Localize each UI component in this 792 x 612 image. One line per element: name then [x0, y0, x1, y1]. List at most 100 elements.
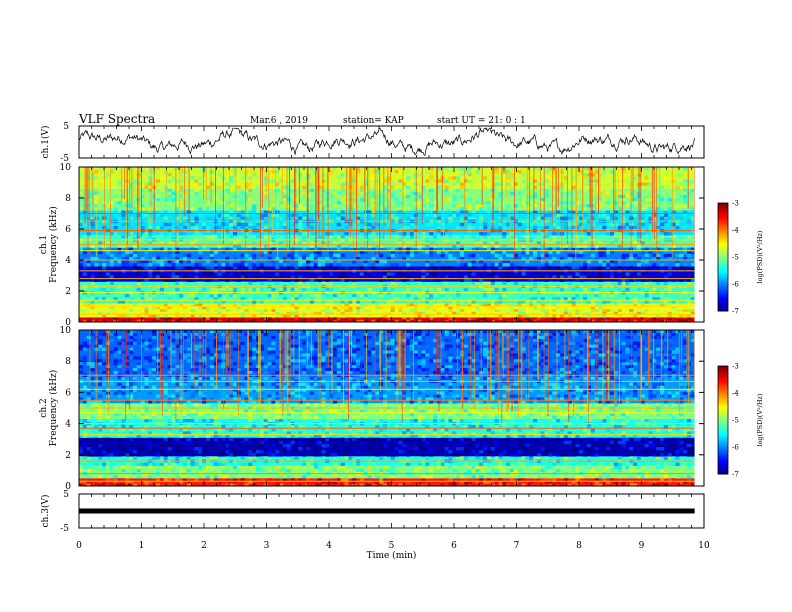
spectrogram-cell — [506, 260, 511, 264]
spectrogram-cell — [356, 256, 361, 261]
spectrogram-cell — [475, 170, 480, 174]
spectrogram-cell — [467, 437, 472, 442]
spectrogram-cell — [648, 201, 653, 205]
spectrogram-cell — [533, 250, 538, 255]
spectrogram-cell — [275, 256, 280, 261]
spectrogram-cell — [467, 311, 472, 315]
y-axis-label: Frequency (kHz) — [48, 206, 59, 283]
spectrogram-cell — [205, 247, 211, 251]
spectrogram-cell — [175, 275, 180, 279]
spectrogram-cell — [302, 244, 307, 248]
spectrogram-cell — [90, 297, 95, 301]
spectrogram-cell — [144, 308, 149, 313]
spectrogram-cell — [563, 210, 568, 214]
spectrogram-cell — [440, 478, 445, 482]
spectrogram-cell — [155, 483, 161, 487]
spectrogram-cell — [198, 306, 203, 310]
spectrogram-cell — [340, 216, 345, 220]
spectrogram-cell — [371, 176, 376, 180]
spectrogram-cell — [329, 260, 334, 264]
spectrogram-cell — [663, 462, 668, 467]
spectrogram-cell — [533, 225, 538, 230]
spectrogram-cell — [544, 225, 549, 230]
spectrogram-cell — [279, 475, 284, 479]
spectrogram-cell — [583, 213, 588, 217]
spectrogram-cell — [171, 198, 176, 202]
spectrogram-cell — [579, 188, 584, 193]
spectrogram-cell — [486, 465, 491, 470]
spectrogram-cell — [425, 483, 430, 487]
spectrogram-cell — [625, 210, 630, 214]
spectrogram-cell — [252, 260, 257, 264]
spectrogram-cell — [667, 256, 672, 261]
spectrogram-cell — [598, 204, 603, 208]
spectrogram-cell — [667, 478, 672, 482]
spectrogram-cell — [675, 207, 680, 211]
spectrogram-cell — [548, 179, 553, 183]
spectrogram-cell — [121, 306, 126, 310]
spectrogram-cell — [594, 272, 599, 276]
spectrogram-cell — [583, 465, 588, 470]
spectrogram-cell — [186, 478, 191, 482]
spectrogram-cell — [155, 468, 161, 473]
spectrogram-cell — [382, 314, 388, 318]
spectrogram-cell — [217, 244, 222, 248]
spectrogram-cell — [598, 260, 603, 264]
spectrogram-cell — [521, 210, 526, 214]
spectrogram-cell — [159, 170, 164, 174]
spectrogram-cell — [267, 278, 272, 282]
spectrogram-cell — [282, 256, 288, 261]
spectrogram-cell — [559, 260, 565, 264]
spectrogram-cell — [675, 319, 680, 323]
spectrogram-cell — [494, 176, 499, 180]
spectrogram-cell — [667, 201, 672, 205]
spectrogram-cell — [382, 483, 388, 487]
spectrogram-cell — [317, 253, 322, 258]
spectrogram-cell — [332, 300, 338, 304]
spectrogram-cell — [506, 182, 511, 186]
spectrogram-cell — [606, 263, 611, 267]
spectrogram-cell — [506, 303, 511, 307]
spectrogram-cell — [394, 287, 399, 292]
spectrogram-cell — [386, 263, 391, 267]
spectrogram-cell — [267, 294, 272, 298]
spectrogram-cell — [456, 225, 461, 230]
spectrogram-cell — [390, 182, 395, 186]
spectrogram-cell — [159, 247, 164, 251]
spectrogram-cell — [379, 308, 384, 313]
spectrogram-cell — [613, 210, 618, 214]
spectrogram-cell — [640, 250, 645, 255]
spectrogram-cell — [486, 468, 491, 473]
spectrogram-cell — [540, 194, 545, 199]
spectrogram-cell — [625, 207, 630, 211]
spectrogram-cell — [286, 241, 291, 245]
spectrogram-cell — [225, 483, 230, 487]
spectrogram-cell — [329, 173, 334, 177]
spectrogram-cell — [552, 287, 557, 292]
spectrogram-cell — [282, 260, 288, 264]
spectrogram-cell — [606, 170, 611, 174]
spectrogram-cell — [452, 207, 457, 211]
spectrogram-cell — [432, 179, 438, 183]
spectrogram-cell — [259, 478, 264, 482]
spectrogram-cell — [467, 182, 472, 186]
spectrogram-cell — [659, 319, 665, 323]
spectrogram-cell — [86, 480, 91, 484]
spectrogram-cell — [594, 244, 599, 248]
spectrogram-cell — [548, 232, 553, 236]
spectrogram-cell — [548, 176, 553, 180]
spectrogram-cell — [113, 225, 118, 230]
spectrogram-cell — [371, 204, 376, 208]
spectrogram-cell — [275, 303, 280, 307]
spectrogram-cell — [617, 185, 622, 189]
spectrogram-cell — [448, 235, 453, 239]
spectrogram-cell — [152, 306, 157, 310]
spectrogram-cell — [129, 216, 134, 220]
spectrogram-cell — [332, 241, 338, 245]
spectrogram-cell — [652, 317, 657, 320]
spectrogram-cell — [317, 250, 322, 255]
spectrogram-cell — [140, 188, 145, 193]
spectrogram-cell — [136, 468, 141, 473]
spectrogram-cell — [236, 297, 241, 301]
spectrogram-cell — [236, 194, 241, 199]
